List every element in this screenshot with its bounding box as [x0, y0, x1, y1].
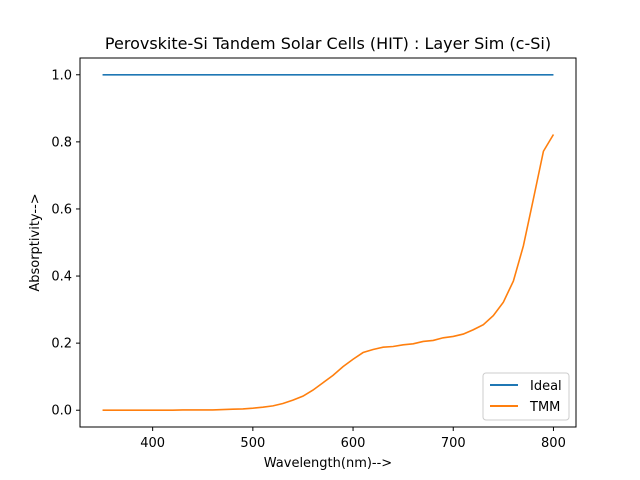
y-tick-label: 0.2	[51, 337, 72, 352]
y-axis-label: Absorptivity-->	[28, 193, 43, 291]
legend-label-tmm: TMM	[529, 400, 560, 415]
x-tick-label: 400	[140, 436, 165, 451]
y-axis-ticks: 0.0 0.2 0.4 0.6 0.8 1.0	[51, 68, 80, 419]
y-tick-label: 0.6	[51, 202, 72, 217]
y-tick-label: 1.0	[51, 68, 72, 83]
series-line-tmm	[102, 134, 555, 412]
x-tick-label: 800	[541, 436, 566, 451]
x-tick-label: 700	[441, 436, 466, 451]
plot-lines	[102, 73, 555, 412]
y-tick-label: 0.0	[51, 404, 72, 419]
y-tick-label: 0.4	[51, 270, 72, 285]
x-axis-label: Wavelength(nm)-->	[264, 456, 392, 471]
x-tick-label: 500	[240, 436, 265, 451]
x-tick-label: 600	[341, 436, 366, 451]
legend: Ideal TMM	[482, 372, 570, 421]
legend-label-ideal: Ideal	[530, 379, 562, 394]
x-axis-ticks: 400 500 600 700 800	[140, 427, 566, 451]
axes-frame	[79, 57, 577, 428]
y-tick-label: 0.8	[51, 135, 72, 150]
chart-title: Perovskite-Si Tandem Solar Cells (HIT) :…	[105, 34, 551, 53]
